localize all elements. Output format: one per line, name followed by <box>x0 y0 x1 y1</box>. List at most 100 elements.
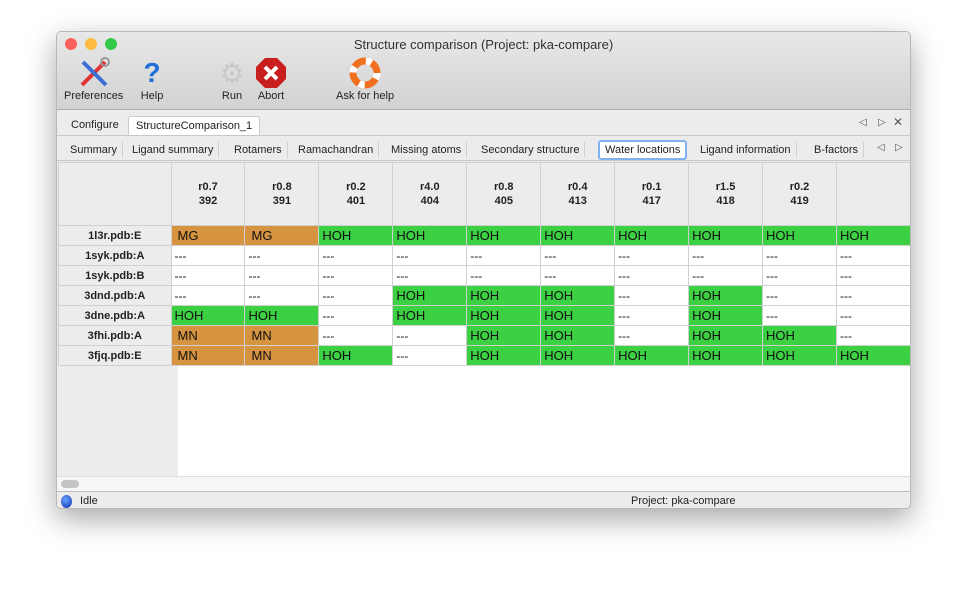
table-cell[interactable]: --- <box>614 265 690 286</box>
table-cell[interactable]: --- <box>688 265 764 286</box>
table-cell[interactable]: --- <box>170 265 246 286</box>
table-cell[interactable]: MN <box>170 325 246 346</box>
table-cell[interactable]: HOH <box>688 225 764 246</box>
table-cell[interactable]: HOH <box>762 225 837 246</box>
column-header[interactable]: r0.8 391 <box>244 162 320 226</box>
table-cell[interactable]: --- <box>614 245 690 266</box>
row-header[interactable]: 1syk.pdb:A <box>58 245 172 266</box>
table-cell[interactable]: --- <box>614 305 690 326</box>
tab-configure[interactable]: Configure <box>71 119 119 131</box>
tab-scroll-right-icon[interactable]: ▷ <box>878 117 886 128</box>
table-cell[interactable]: MG <box>244 225 320 246</box>
table-cell[interactable]: --- <box>466 245 542 266</box>
close-window-button[interactable] <box>65 38 77 50</box>
table-cell[interactable]: --- <box>835 245 910 266</box>
row-header[interactable]: 1syk.pdb:B <box>58 265 172 286</box>
subtab-scroll-right-icon[interactable]: ▷ <box>895 142 903 153</box>
table-cell[interactable]: --- <box>318 305 394 326</box>
row-header[interactable]: 3dnd.pdb:A <box>58 285 172 306</box>
table-cell[interactable]: HOH <box>466 345 542 366</box>
column-header[interactable]: r1.5 418 <box>688 162 764 226</box>
table-cell[interactable]: --- <box>244 245 320 266</box>
abort-button[interactable]: Abort <box>254 56 288 102</box>
table-cell[interactable]: MG <box>170 225 246 246</box>
table-cell[interactable]: --- <box>466 265 542 286</box>
table-cell[interactable]: HOH <box>318 225 394 246</box>
table-cell[interactable]: --- <box>762 285 837 306</box>
table-cell[interactable]: HOH <box>392 285 468 306</box>
zoom-window-button[interactable] <box>105 38 117 50</box>
table-cell[interactable]: HOH <box>170 305 246 326</box>
table-cell[interactable]: HOH <box>688 285 764 306</box>
table-cell[interactable]: HOH <box>466 325 542 346</box>
help-button[interactable]: ? Help <box>135 56 169 102</box>
tab-scroll-left-icon[interactable]: ◁ <box>859 117 867 128</box>
table-cell[interactable]: --- <box>170 285 246 306</box>
column-header[interactable]: r0.1 417 <box>614 162 690 226</box>
table-cell[interactable]: HOH <box>614 345 690 366</box>
column-header[interactable] <box>835 162 910 226</box>
table-cell[interactable]: --- <box>392 265 468 286</box>
table-cell[interactable]: --- <box>762 305 837 326</box>
table-cell[interactable]: HOH <box>762 345 837 366</box>
preferences-button[interactable]: Preferences <box>64 56 123 102</box>
subtab-scroll-left-icon[interactable]: ◁ <box>877 142 885 153</box>
table-cell[interactable]: --- <box>392 345 468 366</box>
subtab-ligand-information[interactable]: Ligand information <box>695 142 797 158</box>
table-cell[interactable]: HOH <box>540 305 616 326</box>
table-cell[interactable]: HOH <box>466 285 542 306</box>
table-cell[interactable]: --- <box>835 265 910 286</box>
table-cell[interactable]: --- <box>835 285 910 306</box>
column-header[interactable]: r4.0 404 <box>392 162 468 226</box>
table-cell[interactable]: --- <box>688 245 764 266</box>
table-cell[interactable]: --- <box>540 245 616 266</box>
table-cell[interactable]: HOH <box>835 345 910 366</box>
close-tab-icon[interactable]: ✕ <box>893 115 904 129</box>
table-cell[interactable]: HOH <box>318 345 394 366</box>
subtab-rotamers[interactable]: Rotamers <box>229 142 288 158</box>
table-cell[interactable]: HOH <box>688 345 764 366</box>
table-cell[interactable]: --- <box>762 245 837 266</box>
subtab-b-factors[interactable]: B-factors <box>809 142 865 158</box>
table-cell[interactable]: HOH <box>835 225 910 246</box>
column-header[interactable]: r0.8 405 <box>466 162 542 226</box>
table-cell[interactable]: HOH <box>244 305 320 326</box>
table-cell[interactable]: --- <box>392 245 468 266</box>
subtab-water-locations[interactable]: Water locations <box>598 140 688 160</box>
subtab-ligand-summary[interactable]: Ligand summary <box>127 142 220 158</box>
scrollbar-thumb[interactable] <box>61 480 79 488</box>
row-header[interactable]: 3dne.pdb:A <box>58 305 172 326</box>
table-cell[interactable]: --- <box>835 325 910 346</box>
ask-for-help-button[interactable]: Ask for help <box>336 56 394 102</box>
table-cell[interactable]: HOH <box>392 305 468 326</box>
subtab-secondary-structure[interactable]: Secondary structure <box>476 142 586 158</box>
table-cell[interactable]: --- <box>170 245 246 266</box>
table-cell[interactable]: --- <box>318 245 394 266</box>
horizontal-scrollbar[interactable] <box>57 476 910 491</box>
table-cell[interactable]: HOH <box>466 305 542 326</box>
table-cell[interactable]: HOH <box>540 285 616 306</box>
table-cell[interactable]: HOH <box>392 225 468 246</box>
table-cell[interactable]: --- <box>835 305 910 326</box>
table-cell[interactable]: --- <box>614 285 690 306</box>
table-cell[interactable]: MN <box>170 345 246 366</box>
table-cell[interactable]: --- <box>318 325 394 346</box>
table-cell[interactable]: HOH <box>540 225 616 246</box>
row-header[interactable]: 3fjq.pdb:E <box>58 345 172 366</box>
table-cell[interactable]: --- <box>318 265 394 286</box>
table-cell[interactable]: HOH <box>688 305 764 326</box>
row-header[interactable]: 3fhi.pdb:A <box>58 325 172 346</box>
subtab-ramachandran[interactable]: Ramachandran <box>293 142 380 158</box>
table-cell[interactable]: HOH <box>688 325 764 346</box>
table-cell[interactable]: HOH <box>762 325 837 346</box>
subtab-summary[interactable]: Summary <box>65 142 124 158</box>
table-cell[interactable]: HOH <box>540 325 616 346</box>
table-cell[interactable]: --- <box>762 265 837 286</box>
table-cell[interactable]: MN <box>244 345 320 366</box>
column-header[interactable]: r0.2 401 <box>318 162 394 226</box>
table-cell[interactable]: --- <box>244 265 320 286</box>
row-header[interactable]: 1l3r.pdb:E <box>58 225 172 246</box>
subtab-missing-atoms[interactable]: Missing atoms <box>386 142 468 158</box>
column-header[interactable]: r0.7 392 <box>170 162 246 226</box>
table-cell[interactable]: --- <box>614 325 690 346</box>
